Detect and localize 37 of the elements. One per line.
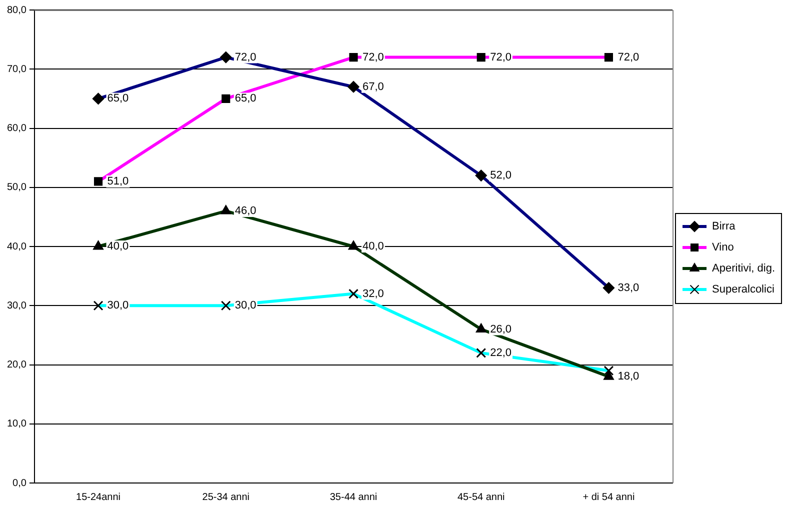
- legend-label: Birra: [712, 220, 736, 233]
- x-tick-label: 35-44 anni: [330, 492, 378, 503]
- data-label: 30,0: [234, 300, 256, 312]
- data-label: 40,0: [362, 240, 384, 253]
- legend-label: Superalcolici: [712, 284, 774, 296]
- data-label: 18,0: [618, 370, 640, 383]
- data-label: 72,0: [490, 51, 512, 64]
- data-label: 72,0: [362, 51, 384, 64]
- y-tick-label: 40,0: [6, 241, 27, 252]
- data-label: 32,0: [362, 288, 384, 300]
- x-tick-label: 25-34 anni: [202, 492, 250, 503]
- y-tick-label: 20,0: [6, 360, 27, 370]
- y-tick-label: 10,0: [6, 418, 27, 430]
- data-label: 26,0: [490, 323, 512, 336]
- y-tick-label: 0,0: [12, 478, 27, 489]
- x-tick-label: 15-24anni: [76, 492, 121, 503]
- y-tick-label: 30,0: [6, 300, 27, 312]
- data-label: 67,0: [362, 80, 384, 93]
- y-tick-label: 60,0: [6, 123, 27, 134]
- data-label: 52,0: [490, 170, 512, 182]
- legend-label: Vino: [712, 242, 734, 254]
- y-tick-label: 70,0: [6, 64, 27, 75]
- data-label: 30,0: [107, 300, 129, 312]
- y-tick-label: 50,0: [6, 182, 27, 194]
- data-label: 65,0: [234, 92, 256, 105]
- data-label: 65,0: [107, 92, 129, 105]
- data-label: 33,0: [618, 282, 640, 294]
- data-label: 51,0: [107, 175, 129, 188]
- x-tick-label: 45-54 anni: [457, 492, 505, 503]
- data-label: 40,0: [107, 240, 129, 253]
- data-label: 46,0: [234, 205, 256, 218]
- data-label: 72,0: [234, 51, 256, 64]
- data-label: 22,0: [490, 346, 512, 359]
- data-label: 72,0: [618, 51, 640, 64]
- legend-label: Aperitivi, dig.: [712, 262, 776, 275]
- y-tick-label: 80,0: [6, 4, 27, 16]
- x-tick-label: + di 54 anni: [582, 492, 635, 503]
